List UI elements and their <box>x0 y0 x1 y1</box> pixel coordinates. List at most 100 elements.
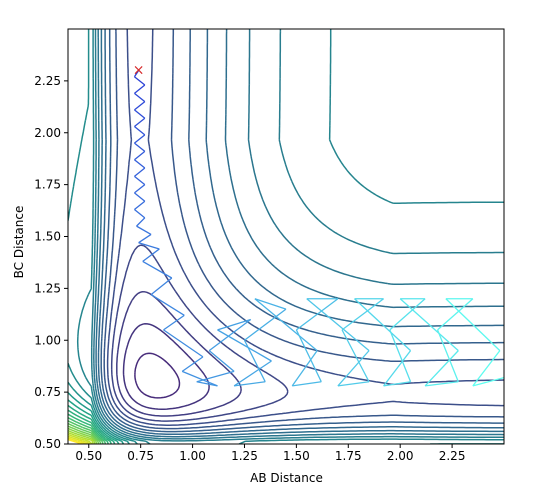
contour-line <box>106 29 504 426</box>
trajectory-segment <box>424 350 459 387</box>
contour-line <box>100 29 504 433</box>
contour-line <box>116 290 242 417</box>
trajectory-segment <box>196 381 218 387</box>
trajectory-segment <box>133 70 140 78</box>
trajectory-segment <box>150 277 173 296</box>
trajectory-segment <box>136 225 152 235</box>
trajectory-segment <box>244 308 287 341</box>
contour-line <box>90 29 504 442</box>
x-tick-label: 2.25 <box>439 449 466 463</box>
x-axis-ticks: 0.50 0.75 1.00 1.25 1.50 1.75 2.00 2.25 <box>75 444 465 463</box>
trajectory-segment <box>306 298 370 352</box>
trajectory-segment <box>292 381 322 387</box>
start-marker-symbol: × <box>133 63 145 79</box>
trajectory-segment <box>196 370 235 383</box>
trajectory-segment <box>134 200 146 211</box>
x-tick-label: 2.00 <box>387 449 414 463</box>
contour-line <box>76 29 504 444</box>
contour-line <box>95 29 504 438</box>
trajectory-segment <box>142 248 160 262</box>
trajectory-segment <box>134 175 146 186</box>
contour-line <box>134 352 181 399</box>
trajectory-segment <box>134 159 146 169</box>
contour-line <box>68 381 130 444</box>
contour-line <box>122 322 210 410</box>
y-tick-label: 0.75 <box>34 385 61 399</box>
y-tick-label: 2.00 <box>34 126 61 140</box>
y-tick-label: 1.25 <box>34 281 61 295</box>
trajectory-segment <box>134 109 146 119</box>
trajectory-segment <box>472 376 504 387</box>
trajectory-segment <box>134 142 146 152</box>
trajectory-segment <box>134 84 146 94</box>
y-axis-ticks: 0.50 0.75 1.00 1.25 1.50 1.75 2.00 2.25 <box>34 74 68 451</box>
trajectory-path <box>133 70 504 387</box>
trajectory-segment <box>208 318 252 352</box>
trajectory-segment <box>354 298 412 352</box>
trajectory-segment <box>138 233 152 244</box>
trajectory-segment <box>445 298 501 352</box>
trajectory-segment <box>337 350 370 387</box>
contour-line <box>93 29 504 440</box>
trajectory-segment <box>134 134 146 144</box>
y-tick-label: 2.25 <box>34 74 61 88</box>
trajectory-segment <box>436 329 459 382</box>
y-tick-label: 0.50 <box>34 437 61 451</box>
trajectory-segment <box>134 126 146 136</box>
contour-line <box>68 422 102 444</box>
trajectory-segment <box>134 209 146 219</box>
trajectory-segment <box>142 260 173 279</box>
x-tick-label: 1.25 <box>231 449 258 463</box>
trajectory-segment <box>163 314 185 331</box>
contour-line <box>68 420 104 444</box>
trajectory-segment <box>341 298 384 331</box>
trajectory-segment <box>295 329 322 383</box>
trajectory-segment <box>163 329 204 358</box>
y-tick-label: 1.75 <box>34 178 61 192</box>
x-axis-label: AB Distance <box>250 471 323 485</box>
trajectory-segment <box>136 217 146 227</box>
y-tick-label: 1.00 <box>34 333 61 347</box>
contour-line <box>68 413 109 444</box>
contour-line <box>97 29 504 436</box>
trajectory-segment <box>254 298 287 310</box>
trajectory-segment <box>337 381 370 387</box>
potential-energy-contours <box>68 29 504 444</box>
trajectory-segment <box>472 350 501 387</box>
trajectory-segment <box>134 167 146 177</box>
trajectory-segment <box>233 360 272 387</box>
contour-line <box>68 427 98 444</box>
x-tick-label: 1.00 <box>179 449 206 463</box>
contour-line <box>68 392 125 444</box>
trajectory-segment <box>254 298 318 352</box>
trajectory-segment <box>437 298 474 331</box>
trajectory-segment <box>243 339 266 383</box>
trajectory-segment <box>399 298 459 352</box>
trajectory-segment <box>134 76 146 86</box>
trajectory-segment <box>181 370 218 387</box>
contour-line <box>68 425 100 444</box>
contour-line <box>68 399 120 444</box>
trajectory-segment <box>134 192 146 202</box>
x-tick-label: 0.50 <box>75 449 102 463</box>
trajectory-segment <box>208 350 235 372</box>
start-marker: × <box>133 63 145 79</box>
trajectory-segment <box>295 298 339 331</box>
trajectory-segment <box>134 117 146 128</box>
contour-line <box>68 431 94 444</box>
contour-line <box>68 435 91 444</box>
trajectory-segment <box>138 242 160 250</box>
contour-line <box>110 244 289 422</box>
trajectory-segment <box>234 381 266 387</box>
trajectory-segment <box>383 350 412 387</box>
trajectory-segment <box>217 329 272 362</box>
trajectory-segment <box>134 92 146 103</box>
y-axis-label: BC Distance <box>12 205 26 279</box>
contour-line <box>68 429 96 444</box>
x-tick-label: 1.75 <box>335 449 362 463</box>
trajectory-segment <box>134 101 146 111</box>
trajectory-segment <box>134 150 146 161</box>
trajectory-segment <box>217 318 251 331</box>
y-tick-label: 1.50 <box>34 230 61 244</box>
